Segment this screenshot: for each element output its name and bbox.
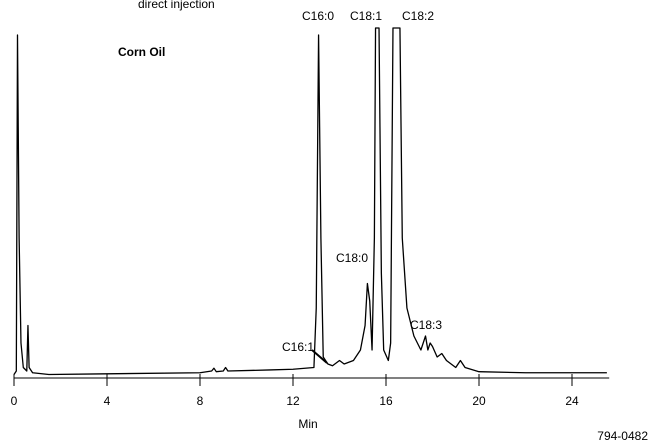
chart-subtitle: direct injection [138, 0, 215, 11]
chart-title: Corn Oil [118, 45, 165, 59]
peak-label: C16:0 [302, 9, 334, 23]
peak-label: C18:1 [350, 9, 382, 23]
x-tick-label: 4 [104, 394, 111, 408]
x-tick-label: 8 [197, 394, 204, 408]
x-tick-label: 12 [286, 394, 300, 408]
x-tick-label: 24 [565, 394, 579, 408]
x-tick-label: 20 [472, 394, 486, 408]
peak-label: C18:2 [402, 9, 434, 23]
chromatogram-trace [13, 27, 607, 376]
peak-label: C16:1 [282, 340, 314, 354]
peak-label: C18:0 [336, 251, 368, 265]
footnote: 794-0482 [597, 429, 648, 443]
x-tick-label: 16 [379, 394, 393, 408]
x-axis-label: Min [298, 417, 317, 431]
peak-label: C18:3 [410, 318, 442, 332]
x-tick-label: 0 [11, 394, 18, 408]
leader-line [311, 349, 328, 364]
